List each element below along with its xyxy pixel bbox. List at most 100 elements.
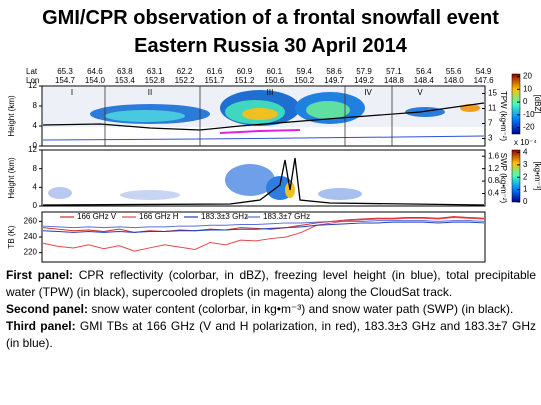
caption-paragraph: First panel: CPR reflectivity (colorbar,… (6, 267, 536, 301)
tb-line (42, 216, 485, 252)
region-dividers (104, 86, 393, 146)
tick-label: 2 (523, 172, 528, 181)
lat-value: 60.9 (237, 67, 253, 76)
caption-text: GMI TBs at 166 GHz (V and H polarization… (6, 319, 536, 350)
reflectivity-image (42, 87, 485, 141)
tick-label: 4 (523, 148, 528, 157)
tick-label: 3 (523, 160, 528, 169)
y-tick-label: 12 (28, 145, 37, 154)
tick-label: 15 (488, 89, 497, 98)
region-label: III (267, 88, 274, 97)
tick-label: 0.8 (488, 176, 500, 185)
lat-value: 55.6 (446, 67, 462, 76)
tick-label: 1.6 (488, 151, 500, 160)
lon-value: 148.4 (414, 76, 435, 85)
lon-value: 151.2 (234, 76, 255, 85)
y-tick-label: 4 (33, 182, 38, 191)
lon-value: 152.8 (145, 76, 166, 85)
caption-label: Second panel: (6, 302, 89, 316)
y-tick-label: 8 (33, 101, 38, 110)
tick-label: 20 (523, 72, 532, 81)
lon-value: 148.8 (384, 76, 405, 85)
legend-label: 166 GHz V (77, 212, 117, 221)
colorbar2-scale: x 10⁻⁴ (514, 138, 537, 147)
lat-value: 63.8 (117, 67, 133, 76)
figure: Lat Lon Height (km) Height (km) TB (K) T… (7, 67, 541, 263)
y-tick-label: 0 (33, 141, 38, 150)
lat-value: 62.2 (177, 67, 193, 76)
header: GMI/CPR observation of a frontal snowfal… (0, 4, 541, 60)
lon-value: 149.2 (354, 76, 375, 85)
caption-label: Third panel: (6, 319, 76, 333)
colorbar2-label: [kg•m⁻³] (533, 161, 541, 190)
y-tick-label: 8 (33, 164, 38, 173)
tick-label: -20 (523, 123, 535, 132)
tick-label: 0 (523, 97, 528, 106)
panel1-y2label: TPW (kg•m⁻²) (499, 91, 508, 141)
lat-value: 61.6 (207, 67, 223, 76)
panel2-ylabel: Height (km) (7, 157, 16, 199)
y-tick-label: 12 (28, 81, 37, 90)
region-label: I (71, 88, 73, 97)
y-tick-label: 240 (24, 232, 38, 241)
caption-text: CPR reflectivity (colorbar, in dBZ), fre… (6, 268, 537, 299)
lat-value: 59.4 (296, 67, 312, 76)
y-tick-label: 0 (33, 201, 38, 210)
lat-value: 65.3 (57, 67, 73, 76)
lat-value: 58.6 (326, 67, 342, 76)
region-label: II (148, 88, 152, 97)
tick-label: -10 (523, 110, 535, 119)
tick-label: 11 (488, 104, 497, 113)
panel3-ylabel: TB (K) (7, 225, 16, 248)
tb-line (42, 221, 485, 233)
lat-value: 54.9 (476, 67, 492, 76)
lon-value: 154.7 (55, 76, 76, 85)
lon-value: 148.0 (444, 76, 465, 85)
lat-label: Lat (26, 67, 38, 76)
lon-value: 152.2 (175, 76, 196, 85)
panel1-ylabel: Height (km) (7, 95, 16, 137)
tick-label: 10 (523, 84, 532, 93)
caption: First panel: CPR reflectivity (colorbar,… (6, 267, 536, 352)
lon-value: 151.7 (204, 76, 225, 85)
lat-value: 60.1 (267, 67, 283, 76)
lon-value: 153.4 (115, 76, 136, 85)
tick-label: 0.4 (488, 189, 500, 198)
legend-label: 166 GHz H (139, 212, 179, 221)
tick-label: 1.2 (488, 164, 500, 173)
lon-value: 149.7 (324, 76, 345, 85)
caption-paragraph: Third panel: GMI TBs at 166 GHz (V and H… (6, 318, 536, 352)
lat-value: 63.1 (147, 67, 163, 76)
lat-value: 57.1 (386, 67, 402, 76)
lon-label: Lon (26, 76, 39, 85)
lat-value: 57.9 (356, 67, 372, 76)
region-label: IV (364, 88, 372, 97)
snow-water-image (42, 157, 485, 206)
colorbar-2 (511, 149, 521, 203)
colorbar-1 (511, 73, 521, 135)
lat-value: 56.4 (416, 67, 432, 76)
legend-label: 183.3±7 GHz (263, 212, 310, 221)
tick-label: 0 (523, 197, 528, 206)
lat-value: 64.6 (87, 67, 103, 76)
tick-label: 3 (488, 134, 493, 143)
lon-value: 150.6 (264, 76, 285, 85)
subtitle: Eastern Russia 30 April 2014 (134, 35, 407, 57)
caption-paragraph: Second panel: snow water content (colorb… (6, 301, 536, 318)
legend-label: 183.3±3 GHz (201, 212, 248, 221)
region-label: V (417, 88, 423, 97)
panel2-y2label: SWP (kg•m⁻²) (499, 153, 508, 204)
colorbar1-label: [dBZ] (533, 94, 541, 113)
y-tick-label: 220 (24, 248, 38, 257)
y-tick-label: 4 (33, 121, 38, 130)
lon-value: 150.2 (294, 76, 315, 85)
tb-line (42, 220, 485, 229)
caption-label: First panel: (6, 268, 74, 282)
tick-label: 1 (523, 185, 528, 194)
lon-value: 154.0 (85, 76, 106, 85)
caption-text: snow water content (colorbar, in kg•m⁻³)… (88, 302, 514, 316)
title: GMI/CPR observation of a frontal snowfal… (42, 7, 499, 29)
y-tick-label: 260 (24, 216, 38, 225)
lon-value: 147.6 (474, 76, 495, 85)
